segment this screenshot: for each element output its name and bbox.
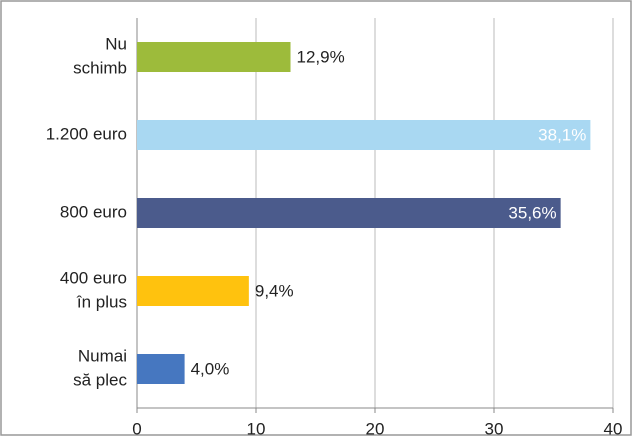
y-tick-label: 1.200 euro [46,124,127,143]
value-label: 9,4% [255,281,294,300]
y-tick-label: 800 euro [60,202,127,221]
y-tick-label: în plus [76,292,127,311]
y-tick-label: să plec [73,370,127,389]
x-tick-label: 10 [247,419,266,436]
x-tick-label: 40 [604,419,623,436]
y-tick-label: Numai [78,346,127,365]
y-tick-label: 400 euro [60,268,127,287]
bar [137,42,291,72]
x-tick-label: 20 [366,419,385,436]
value-label: 38,1% [538,125,586,144]
bar [137,198,561,228]
bar [137,354,185,384]
value-label: 35,6% [508,203,556,222]
y-tick-label: schimb [73,58,127,77]
y-tick-label: Nu [105,34,127,53]
value-label: 12,9% [297,47,345,66]
bar [137,276,249,306]
value-label: 4,0% [191,359,230,378]
x-tick-label: 30 [485,419,504,436]
x-tick-label: 0 [132,419,141,436]
bar [137,120,591,150]
